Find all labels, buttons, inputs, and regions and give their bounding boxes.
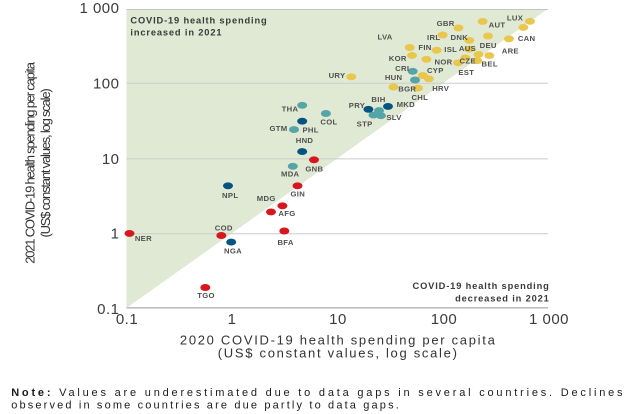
svg-text:PRY: PRY [349,101,365,110]
svg-text:100: 100 [431,311,458,328]
svg-text:EST: EST [458,68,474,77]
svg-text:NER: NER [135,234,152,243]
svg-text:1: 1 [111,226,120,243]
svg-text:CRI: CRI [395,64,409,73]
svg-text:HUN: HUN [385,73,403,82]
svg-text:BGR: BGR [398,85,416,94]
svg-text:Note: Values are underestimate: Note: Values are underestimated due to d… [11,387,625,399]
svg-text:AUT: AUT [489,20,506,29]
svg-text:CYP: CYP [427,66,444,75]
svg-text:DEU: DEU [480,41,497,50]
svg-text:AFG: AFG [278,209,295,218]
svg-text:THA: THA [282,104,299,113]
svg-text:LVA: LVA [378,33,393,42]
svg-text:BIH: BIH [371,95,385,104]
svg-text:NGA: NGA [224,247,242,256]
svg-text:CZE: CZE [460,57,476,66]
svg-text:10: 10 [102,151,120,168]
svg-text:SLV: SLV [386,113,402,122]
svg-text:GNB: GNB [305,164,323,173]
svg-text:TGO: TGO [197,291,215,300]
svg-text:2021 COVID-19 health spending: 2021 COVID-19 health spending per capita [23,61,38,264]
svg-text:FIN: FIN [418,43,431,52]
svg-text:HRV: HRV [432,84,450,93]
svg-text:PHL: PHL [302,125,318,134]
svg-text:GIN: GIN [291,190,306,199]
svg-text:2020 COVID-19 health spending: 2020 COVID-19 health spending per capita [180,333,497,348]
svg-text:ARE: ARE [502,46,519,55]
svg-text:0.1: 0.1 [116,311,138,328]
svg-text:HND: HND [296,136,314,145]
svg-text:CHL: CHL [411,93,428,102]
svg-text:10: 10 [329,311,347,328]
svg-text:COVID-19 health spending: COVID-19 health spending [413,281,550,291]
svg-text:1: 1 [228,311,237,328]
svg-text:IRL: IRL [427,33,440,42]
svg-text:MDG: MDG [257,194,276,203]
svg-text:0.1: 0.1 [97,301,119,318]
svg-text:1 000: 1 000 [529,311,569,328]
svg-text:ISL: ISL [444,45,457,54]
svg-text:100: 100 [93,75,120,92]
svg-text:STP: STP [357,119,373,128]
svg-text:GBR: GBR [437,19,455,28]
svg-text:(US$ constant values, log scal: (US$ constant values, log scale) [38,89,53,238]
svg-text:CAN: CAN [518,34,536,43]
svg-text:COVID-19 health spending: COVID-19 health spending [130,16,267,26]
svg-text:COD: COD [215,223,233,232]
svg-text:MKD: MKD [397,100,416,109]
svg-text:decreased in 2021: decreased in 2021 [455,294,550,304]
svg-text:(US$ constant values, log scal: (US$ constant values, log scale) [218,346,459,361]
svg-text:1 000: 1 000 [79,0,119,17]
svg-text:COL: COL [320,118,337,127]
svg-text:BEL: BEL [482,60,498,69]
svg-text:NPL: NPL [222,191,238,200]
svg-text:LUX: LUX [507,13,524,22]
svg-text:increased in 2021: increased in 2021 [130,28,222,38]
svg-text:KOR: KOR [389,54,407,63]
svg-text:GTM: GTM [270,124,288,133]
svg-text:NOR: NOR [435,58,453,67]
svg-text:AUS: AUS [459,44,476,53]
svg-text:MDA: MDA [281,170,300,179]
svg-text:BFA: BFA [277,238,293,247]
svg-text:URY: URY [329,71,346,80]
svg-text:DNK: DNK [451,33,469,42]
svg-text:observed in some countries are: observed in some countries are due partl… [11,399,401,411]
